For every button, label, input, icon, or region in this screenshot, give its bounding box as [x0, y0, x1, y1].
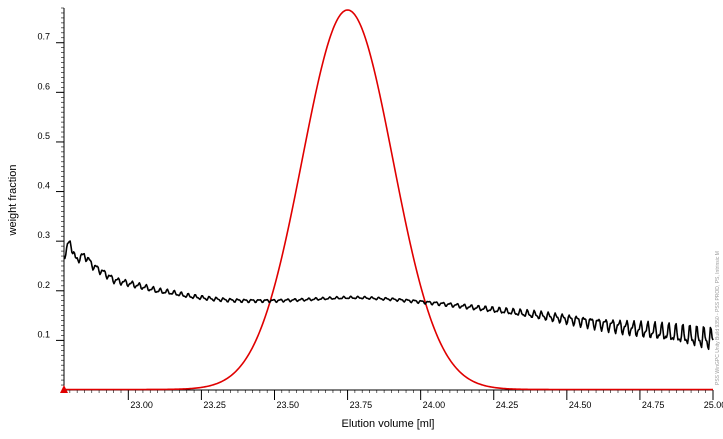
y-tick-label: 0.7 [37, 32, 50, 42]
x-tick-label: 23.00 [130, 400, 153, 410]
x-tick-label: 24.75 [642, 400, 665, 410]
origin-marker [60, 385, 68, 393]
series-line-2 [63, 240, 714, 351]
x-axis-title: Elution volume [ml] [342, 418, 435, 430]
x-tick-label: 23.50 [276, 400, 299, 410]
x-tick-label: 24.25 [496, 400, 519, 410]
y-tick-label: 0.2 [37, 280, 50, 290]
x-tick-label: 24.00 [423, 400, 446, 410]
y-tick-label: 0.6 [37, 81, 50, 91]
y-axis-title: weight fraction [7, 165, 19, 237]
y-axis-ticks: 0.1 0.2 0.3 0.4 0.5 0.6 0.7 [37, 32, 64, 341]
series-layer [63, 9, 714, 391]
x-tick-label: 23.75 [350, 400, 373, 410]
y-tick-label: 0.5 [37, 131, 50, 141]
x-tick-label: 24.50 [569, 400, 592, 410]
plot-area [64, 8, 713, 390]
y-tick-label: 0.1 [37, 329, 50, 339]
series-line-1 [64, 9, 713, 391]
y-tick-label: 0.3 [37, 230, 50, 240]
watermark: PSS WinGPC Unity Build 9350 - PSS PROD, … [715, 251, 721, 385]
x-axis-ticks: 23.00 23.25 23.50 23.75 24.00 24.25 24.50 24.75… [127, 390, 723, 410]
y-tick-label: 0.4 [37, 181, 50, 191]
x-tick-label: 23.25 [203, 400, 226, 410]
x-tick-label: 25.00 [704, 400, 723, 410]
